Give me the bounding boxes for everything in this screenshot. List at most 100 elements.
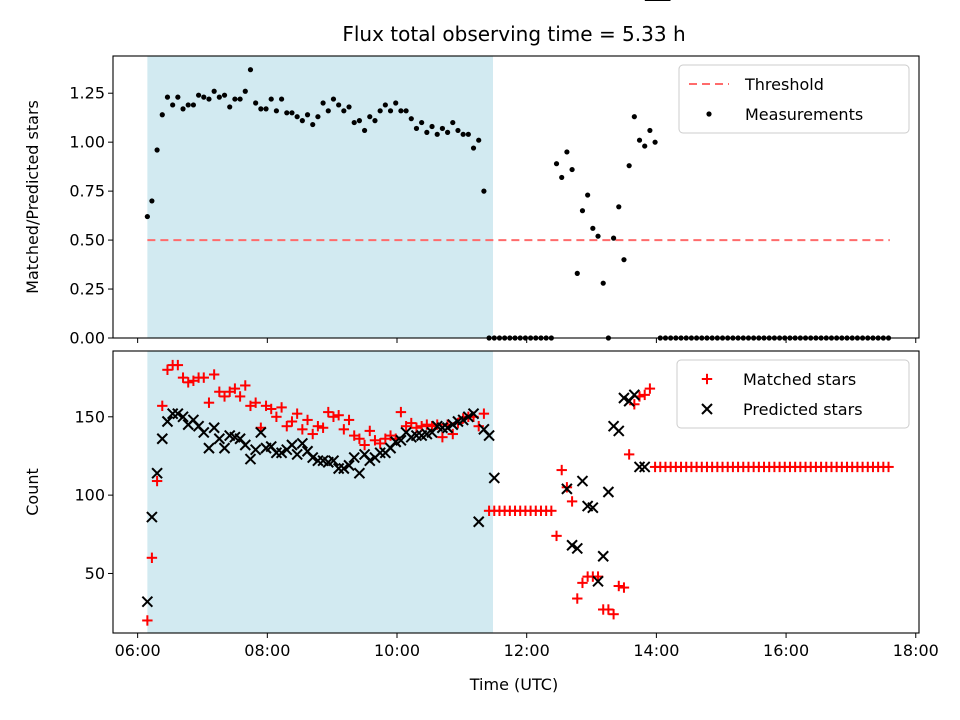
matched-stars-point [478, 408, 490, 419]
predicted-stars-point-b [249, 443, 262, 456]
predicted-stars-point-b [436, 422, 449, 434]
predicted-stars-point [602, 486, 615, 498]
measurements-point [616, 204, 622, 210]
predicted-stars-point [198, 426, 210, 439]
predicted-stars-point-b [561, 483, 573, 495]
measurements-point [419, 119, 425, 126]
measurements-point [253, 100, 259, 106]
predicted-stars-point [312, 454, 324, 467]
predicted-stars-point-b [146, 511, 158, 523]
matched-stars-point [883, 461, 894, 473]
predicted-stars-point [208, 422, 220, 434]
matched-stars-point [276, 402, 287, 413]
matched-stars-point [359, 439, 370, 451]
predicted-stars-point-b [395, 434, 407, 447]
predicted-stars-point [628, 389, 641, 401]
measurements-point [170, 102, 176, 108]
measurements-point [258, 106, 264, 112]
measurements-point [595, 233, 601, 239]
predicted-stars-point [307, 451, 319, 464]
measurements-point [273, 108, 280, 114]
matched-stars-point [572, 593, 583, 604]
measurements-point [553, 161, 560, 167]
observing-span [147, 56, 493, 338]
predicted-stars-point [255, 426, 267, 439]
measurements-point [476, 137, 482, 143]
predicted-stars-point-b [478, 423, 490, 436]
matched-stars-point [214, 386, 225, 397]
predicted-stars-point [633, 461, 646, 473]
predicted-stars-point-b [239, 439, 251, 451]
predicted-stars-point-b [447, 418, 459, 431]
matched-stars-point [639, 389, 650, 401]
predicted-stars-point [244, 453, 257, 465]
predicted-stars-point-b [431, 420, 443, 432]
legend-box [678, 64, 910, 134]
matched-stars-point [406, 417, 417, 429]
y-axis-label: Count [23, 468, 42, 516]
matched-stars-point [323, 406, 334, 418]
predicted-stars-point [296, 437, 309, 450]
predicted-stars-point [353, 467, 366, 479]
measurements-point [242, 88, 248, 94]
y-tick-label: 0.25 [69, 280, 105, 299]
measurements-point [569, 166, 575, 173]
axes-frame [112, 350, 920, 634]
measurements-point [185, 102, 191, 108]
measurements-point [444, 129, 451, 135]
y-axis-label: Matched/Predicted stars [23, 100, 42, 294]
predicted-stars-point-b [198, 426, 210, 439]
predicted-stars-point [239, 439, 251, 451]
matched-stars-point [374, 438, 386, 449]
measurements-point [320, 100, 326, 106]
measurements-point [600, 280, 606, 286]
predicted-stars-point [639, 461, 651, 473]
measurements-point [195, 92, 202, 98]
predicted-stars-point [203, 442, 215, 454]
measurements-point [372, 118, 378, 124]
predicted-stars-point-b [358, 448, 371, 461]
legend-handle [701, 403, 713, 415]
predicted-stars-point-b [602, 486, 615, 498]
measurements-point [325, 108, 331, 114]
axes-frame [112, 55, 920, 339]
measurements-point [201, 94, 207, 100]
measurements-point [164, 94, 171, 100]
matched-stars-point [281, 421, 292, 432]
predicted-stars-point [286, 439, 298, 451]
measurements-point [424, 129, 430, 135]
predicted-stars-point [410, 429, 423, 442]
matched-stars-point [447, 428, 458, 440]
predicted-stars-point [146, 511, 158, 523]
matched-stars-point [172, 359, 184, 371]
predicted-stars-point-b [467, 407, 480, 420]
measurements-point [310, 121, 316, 128]
y-tick-label: 0.75 [69, 182, 105, 201]
matched-stars-point [556, 464, 567, 476]
panel-ratio: 0.00 0.25 0.50 0.75 1.00 1.25 Matched/Predicte… [23, 55, 920, 348]
y-tick-label: 1.25 [69, 84, 105, 103]
predicted-stars-point [483, 429, 495, 442]
matched-stars-point [437, 431, 448, 443]
measurements-point [387, 108, 394, 114]
predicted-stars-point-b [218, 442, 231, 454]
matched-stars-point [219, 391, 230, 402]
matched-stars-point [644, 383, 656, 394]
matched-stars-point [291, 408, 303, 419]
measurements-point [408, 116, 414, 122]
legend-entry: Threshold [744, 75, 824, 94]
predicted-stars-point [447, 418, 459, 431]
measurements-point [144, 213, 150, 220]
matched-stars-point [208, 369, 220, 380]
predicted-stars-point-b [364, 454, 376, 467]
predicted-stars-point-b [597, 550, 609, 562]
predicted-stars-point-b [177, 411, 189, 423]
measurements-point [403, 108, 409, 114]
measurements-point [465, 131, 471, 137]
measurements-point [574, 270, 580, 276]
predicted-stars-point [597, 550, 609, 562]
predicted-stars-point [613, 425, 625, 437]
matched-stars-point [364, 425, 375, 437]
measurements-point [610, 235, 617, 241]
